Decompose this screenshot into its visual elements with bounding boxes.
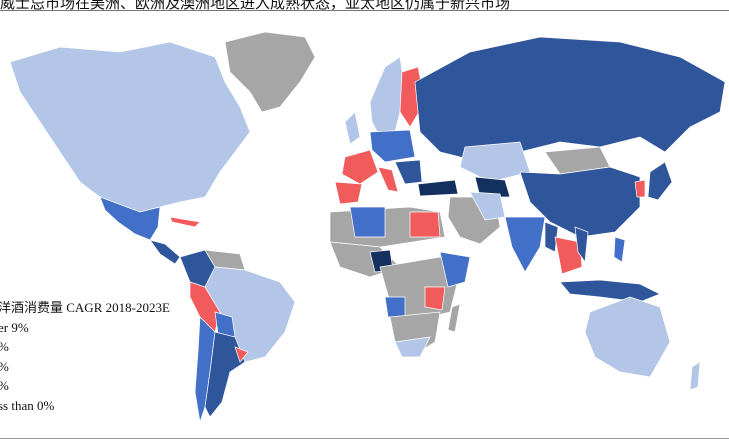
region-argentina (204, 331, 246, 418)
region-turkey (417, 179, 459, 197)
region-brazil (204, 266, 296, 363)
region-cuba (169, 216, 201, 228)
region-australia (584, 296, 671, 378)
region-new-zealand (689, 361, 701, 391)
region-madagascar (447, 303, 461, 333)
page-title: 威士忌市场在美洲、欧洲及澳洲地区进入成熟状态，亚太地区仍属于新兴市场 (0, 0, 511, 12)
region-south-africa (394, 336, 431, 358)
legend-title: 洋酒消费量 CAGR 2018-2023E (0, 300, 170, 315)
region-india (504, 216, 546, 273)
divider (0, 438, 729, 439)
map-legend: 洋酒消费量 CAGR 2018-2023E er 9% % % % ss tha… (0, 298, 170, 415)
divider (0, 10, 729, 11)
region-myanmar (544, 221, 559, 253)
region-philippines (613, 236, 626, 263)
region-balkans (394, 159, 423, 185)
region-scandinavia (369, 56, 406, 138)
region-angola (384, 296, 406, 318)
region-uk (344, 111, 361, 145)
region-north-america (9, 41, 251, 213)
legend-item: % (0, 376, 170, 396)
region-algeria (349, 206, 386, 238)
region-korea (634, 179, 646, 198)
region-thailand (554, 236, 583, 275)
region-iberia (334, 181, 363, 205)
region-tanzania (424, 286, 446, 311)
region-uruguay (234, 346, 249, 363)
region-east-africa (439, 251, 471, 288)
region-france (341, 149, 379, 185)
region-greenland (224, 31, 316, 113)
legend-item: % (0, 337, 170, 357)
legend-item: er 9% (0, 319, 29, 335)
region-russia (414, 36, 726, 163)
region-indonesia (559, 279, 661, 303)
region-vietnam (574, 226, 589, 263)
world-map (9, 31, 726, 423)
region-italy (377, 166, 399, 193)
region-china (519, 166, 641, 238)
region-central-europe (369, 129, 416, 163)
region-japan (647, 161, 673, 201)
region-kazakhstan (459, 141, 531, 183)
region-central-asia (474, 176, 511, 198)
legend-item: ss than 0% (0, 397, 55, 413)
legend-item: % (0, 357, 170, 377)
region-egypt (409, 211, 441, 238)
region-central-america (149, 239, 181, 265)
